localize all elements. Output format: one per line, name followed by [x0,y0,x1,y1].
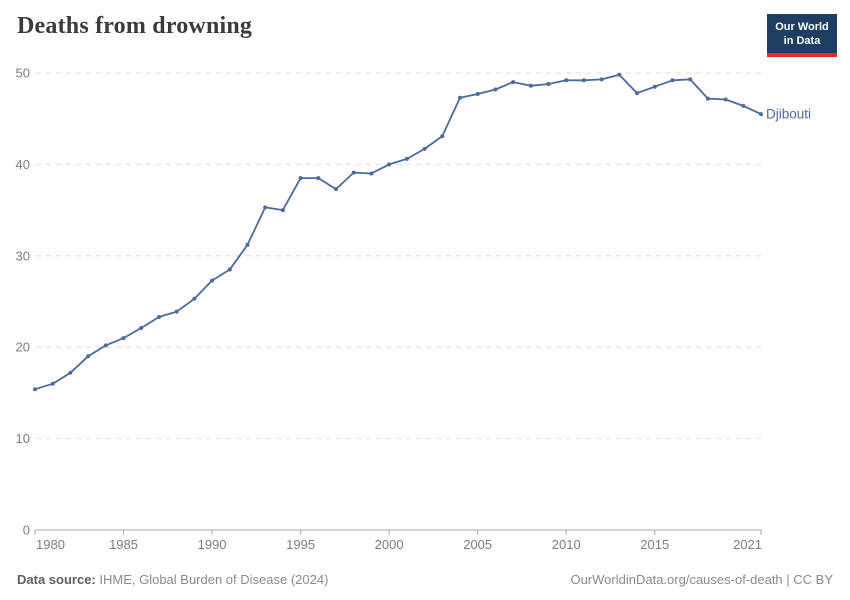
data-point-2002[interactable] [422,146,427,151]
data-point-1996[interactable] [316,176,321,181]
data-point-2020[interactable] [741,103,746,108]
x-tick-label-2000: 2000 [375,537,404,552]
data-point-1995[interactable] [298,176,303,181]
data-point-1983[interactable] [86,354,91,359]
data-point-1982[interactable] [68,370,73,375]
data-point-1986[interactable] [139,326,144,330]
data-point-2008[interactable] [528,83,533,88]
x-tick-label-2021: 2021 [733,537,762,552]
data-point-1999[interactable] [369,171,374,176]
x-tick-label-1980: 1980 [36,537,65,552]
data-point-2000[interactable] [387,162,392,167]
data-point-2006[interactable] [493,87,498,92]
data-point-1984[interactable] [103,343,108,348]
x-tick-label-2010: 2010 [552,537,581,552]
data-point-1994[interactable] [280,208,285,213]
data-point-2013[interactable] [617,72,622,77]
x-tick-label-2005: 2005 [463,537,492,552]
y-tick-label-30: 30 [16,248,30,263]
y-tick-label-0: 0 [23,523,30,538]
y-tick-label-50: 50 [16,66,30,81]
x-tick-label-1995: 1995 [286,537,315,552]
data-point-1998[interactable] [351,170,356,175]
data-point-2009[interactable] [546,82,551,86]
data-point-1990[interactable] [210,278,215,283]
x-tick-label-1990: 1990 [198,537,227,552]
series-line-djibouti[interactable] [34,73,762,391]
data-point-2015[interactable] [652,84,657,89]
data-point-1993[interactable] [263,205,268,210]
data-point-1980[interactable] [33,387,37,392]
data-point-2003[interactable] [440,134,445,139]
x-tick-label-2015: 2015 [640,537,669,552]
x-tick-label-1985: 1985 [109,537,138,552]
data-point-2016[interactable] [670,78,675,83]
data-point-2001[interactable] [404,156,409,161]
data-point-2007[interactable] [511,80,516,85]
data-point-2019[interactable] [723,97,728,102]
chart-title: Deaths from drowning [17,13,253,39]
data-source: Data source: IHME, Global Burden of Dise… [17,572,328,587]
data-point-2010[interactable] [564,78,569,83]
data-point-1985[interactable] [121,336,126,341]
chart-footer: Data source: IHME, Global Burden of Dise… [17,572,833,587]
owid-logo-line2: in Data [783,35,821,48]
owid-logo-line1: Our World [775,21,829,33]
data-source-value: IHME, Global Burden of Disease (2024) [95,572,329,587]
data-point-1988[interactable] [174,309,179,314]
data-point-1981[interactable] [50,381,55,386]
data-point-2021[interactable] [759,112,763,117]
data-point-2005[interactable] [475,92,480,96]
credit-link[interactable]: OurWorldinData.org/causes-of-death | CC … [570,572,833,587]
data-point-1997[interactable] [334,187,338,192]
data-point-1991[interactable] [227,267,232,272]
data-point-2004[interactable] [458,95,462,100]
data-point-2011[interactable] [581,78,586,83]
data-point-2012[interactable] [599,77,604,82]
data-point-2017[interactable] [688,77,693,82]
series-label-djibouti[interactable]: Djibouti [766,107,811,122]
y-tick-label-40: 40 [16,157,30,172]
data-point-1989[interactable] [192,296,197,301]
y-tick-label-10: 10 [16,431,30,446]
data-point-2018[interactable] [705,96,710,101]
data-source-label: Data source: [17,572,96,587]
y-tick-label-20: 20 [16,340,30,355]
data-point-1987[interactable] [157,315,161,319]
owid-logo[interactable]: Our World in Data [767,14,837,57]
data-point-2014[interactable] [635,91,639,96]
data-point-1992[interactable] [245,242,250,247]
